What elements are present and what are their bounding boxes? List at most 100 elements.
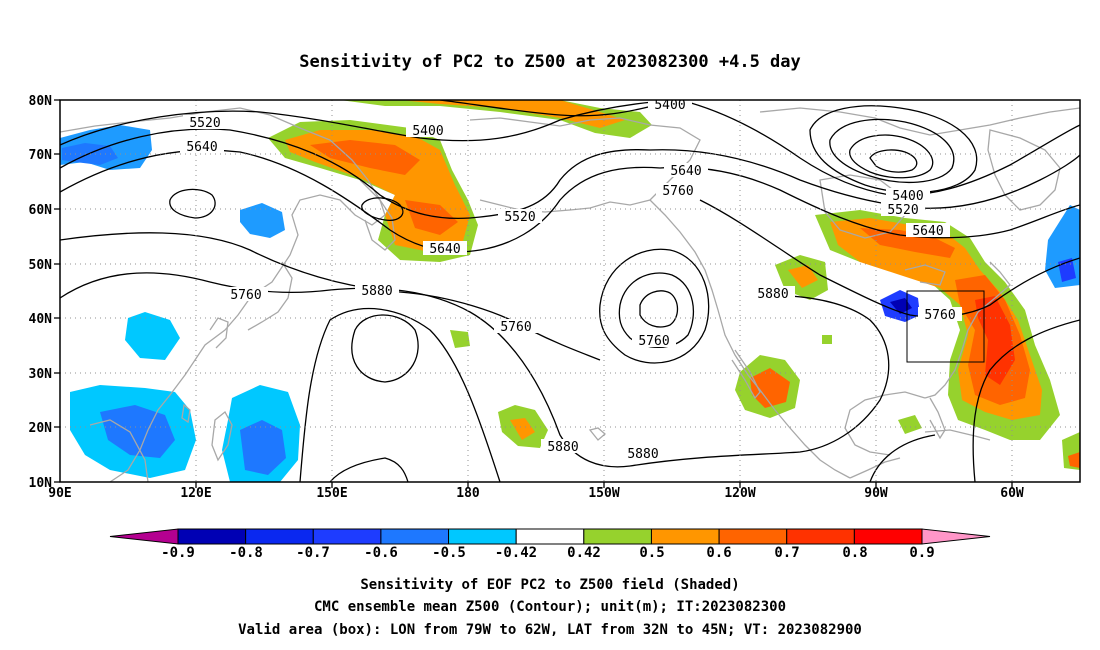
contour-low-arctic-1 <box>809 105 978 194</box>
negative-sensitivity-areas <box>60 125 1080 482</box>
colorbar-cell <box>448 528 517 545</box>
coastline-hawaii <box>588 427 606 441</box>
contour-5880-atlantic-2 <box>869 434 936 482</box>
contour-5760-low-3 <box>639 290 679 328</box>
contour-5880-east <box>629 295 890 467</box>
contour-label: 5760 <box>230 288 261 303</box>
lon-axis: 90E 120E 150E 180 150W 120W 90W 60W <box>48 482 1024 501</box>
lon-label: 90E <box>48 486 71 501</box>
colorbar-tick-label: 0.9 <box>909 545 934 561</box>
contour-low-arctic-4 <box>869 149 918 173</box>
shade-pos-canada-west-core <box>788 265 818 288</box>
lon-label: 180 <box>456 486 480 501</box>
contour-5640-east <box>659 166 1080 239</box>
contour-label: 5520 <box>504 210 535 225</box>
colorbar-tick-label: 0.8 <box>842 545 867 561</box>
shade-pos-eastna-red <box>860 228 955 258</box>
coastline-greenland <box>987 129 1061 211</box>
lat-label: 70N <box>29 148 53 163</box>
contour-label: 5760 <box>638 334 669 349</box>
colorbar-cell <box>312 528 382 545</box>
contour-5760-east <box>699 199 1080 318</box>
coastline-gulf <box>844 391 926 456</box>
lat-axis: 80N 70N 60N 50N 40N 30N 20N 10N <box>29 94 60 491</box>
colorbar-tick-label: -0.8 <box>229 545 263 561</box>
lat-label: 80N <box>29 94 53 109</box>
contour-label: 5400 <box>412 124 443 139</box>
colorbar-tick-label: -0.42 <box>495 545 537 561</box>
colorbar-tick-label: -0.9 <box>161 545 195 561</box>
shade-blue-5-core <box>240 420 286 475</box>
contour-5880-south <box>299 307 501 482</box>
contour-5520-west <box>60 128 651 220</box>
contour-label: 5400 <box>892 189 923 204</box>
positive-sensitivity-areas <box>268 100 1080 470</box>
caption-line-3: Valid area (box): LON from 79W to 62W, L… <box>238 622 862 638</box>
colorbar-cell <box>718 528 788 545</box>
caption: Sensitivity of EOF PC2 to Z500 field (Sh… <box>238 577 862 638</box>
contour-5760-low-1 <box>599 248 710 364</box>
shade-pos-bering-red <box>310 140 420 175</box>
lon-label: 150W <box>588 486 619 501</box>
contour-label: 5400 <box>654 98 685 113</box>
colorbar-cell <box>650 528 720 545</box>
contour-label: 5520 <box>887 203 918 218</box>
contour-low-arctic-2 <box>829 118 955 184</box>
colorbar: -0.9 -0.8 -0.7 -0.6 -0.5 -0.42 0.42 0.5 … <box>109 528 991 561</box>
colorbar-cell <box>380 528 450 545</box>
lat-label: 60N <box>29 203 53 218</box>
caption-line-2: CMC ensemble mean Z500 (Contour); unit(m… <box>314 599 786 615</box>
shade-blue-3 <box>125 312 180 360</box>
contour-label: 5640 <box>912 224 943 239</box>
lon-label: 90W <box>864 486 888 501</box>
shade-pos-small-2 <box>898 415 922 434</box>
lat-label: 20N <box>29 421 53 436</box>
valid-area-box <box>906 290 985 363</box>
colorbar-tick-label: 0.5 <box>639 545 664 561</box>
contour-label: 5640 <box>429 242 460 257</box>
contour-5880-inner <box>351 314 419 383</box>
colorbar-cell <box>177 528 247 545</box>
coastline-philippines <box>211 411 233 462</box>
lat-label: 10N <box>29 476 53 491</box>
coastline-arctic-islands <box>759 107 1080 136</box>
shade-pos-tropics-1 <box>450 330 470 348</box>
shade-pos-small-1-core <box>1068 452 1080 468</box>
colorbar-tick-label: -0.6 <box>364 545 398 561</box>
map-title: Sensitivity of PC2 to Z500 at 2023082300… <box>299 52 801 72</box>
contour-label: 5880 <box>547 440 578 455</box>
colorbar-cell <box>583 528 652 545</box>
coastline-korea <box>209 317 229 349</box>
lon-label: 120W <box>724 486 755 501</box>
map-frame <box>59 99 1081 483</box>
coastline-caribbean <box>924 429 991 441</box>
contour-5400-north <box>439 100 661 117</box>
contour-5400-west <box>60 100 681 146</box>
coastline-kamchatka <box>359 179 396 251</box>
contour-label: 5640 <box>670 164 701 179</box>
shade-pos-mexico-core <box>750 368 790 408</box>
sensitivity-shading <box>60 100 1080 482</box>
shade-blue-2 <box>240 203 285 238</box>
contour-label: 5880 <box>361 284 392 299</box>
coastline-baja <box>731 349 761 400</box>
contour-label: 5880 <box>627 447 658 462</box>
contour-low-bering <box>361 197 404 221</box>
lon-label: 60W <box>1000 486 1024 501</box>
contour-label: 5520 <box>189 116 220 131</box>
coastline-na-east <box>924 261 1011 399</box>
colorbar-cell <box>109 528 179 545</box>
colorbar-tick-label: -0.7 <box>296 545 330 561</box>
lat-label: 30N <box>29 367 53 382</box>
lon-label: 150E <box>316 486 347 501</box>
contour-5880-nwp <box>329 457 409 482</box>
contour-5760-low-2 <box>618 272 695 348</box>
contour-low-arctic-3 <box>849 134 934 179</box>
contour-label: 5640 <box>186 140 217 155</box>
lat-label: 40N <box>29 312 53 327</box>
contour-label: 5760 <box>662 184 693 199</box>
colorbar-cell <box>515 528 585 545</box>
coastline-great-lakes <box>904 264 946 286</box>
shade-pos-small-3 <box>822 335 832 344</box>
